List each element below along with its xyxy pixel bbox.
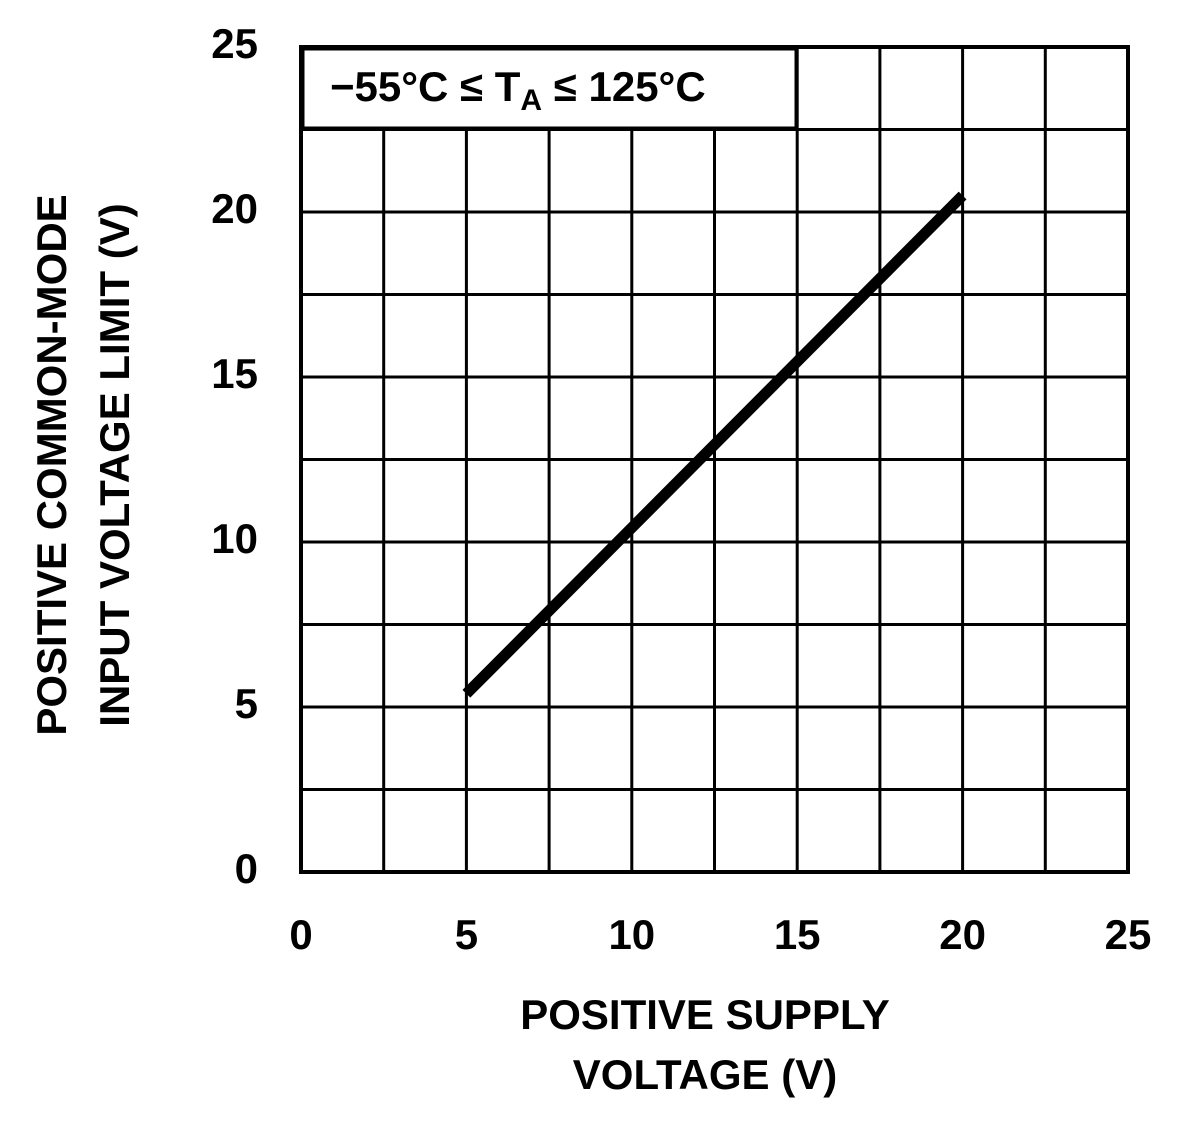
x-axis-title-line: VOLTAGE (V) xyxy=(573,1051,837,1098)
x-tick-label: 25 xyxy=(1105,911,1152,958)
x-tick-label: 0 xyxy=(289,911,312,958)
y-tick-label: 10 xyxy=(211,515,258,562)
x-tick-label: 10 xyxy=(608,911,655,958)
plot-frame xyxy=(299,45,1130,874)
annotation-part: ≤ 125°C xyxy=(542,63,706,110)
y-tick-label: 20 xyxy=(211,185,258,232)
y-tick-label: 0 xyxy=(235,845,258,892)
y-axis-title-line: POSITIVE COMMON-MODE xyxy=(28,194,75,735)
y-tick-label: 25 xyxy=(211,20,258,67)
annotation-part: −55°C ≤ T xyxy=(330,63,521,110)
y-tick-label: 5 xyxy=(235,680,258,727)
y-axis-title-line: INPUT VOLTAGE LIMIT (V) xyxy=(91,203,138,726)
x-axis-title-line: POSITIVE SUPPLY xyxy=(520,991,890,1038)
annotation-subscript: A xyxy=(520,84,542,117)
data-line xyxy=(462,191,967,698)
annotation: −55°C ≤ TA ≤ 125°C xyxy=(330,63,706,117)
x-tick-label: 5 xyxy=(455,911,478,958)
x-tick-label: 20 xyxy=(939,911,986,958)
y-tick-label: 15 xyxy=(211,350,258,397)
annotation-box xyxy=(301,47,798,130)
y-axis-title: POSITIVE COMMON-MODE INPUT VOLTAGE LIMIT… xyxy=(28,194,138,735)
x-tick-label: 15 xyxy=(774,911,821,958)
